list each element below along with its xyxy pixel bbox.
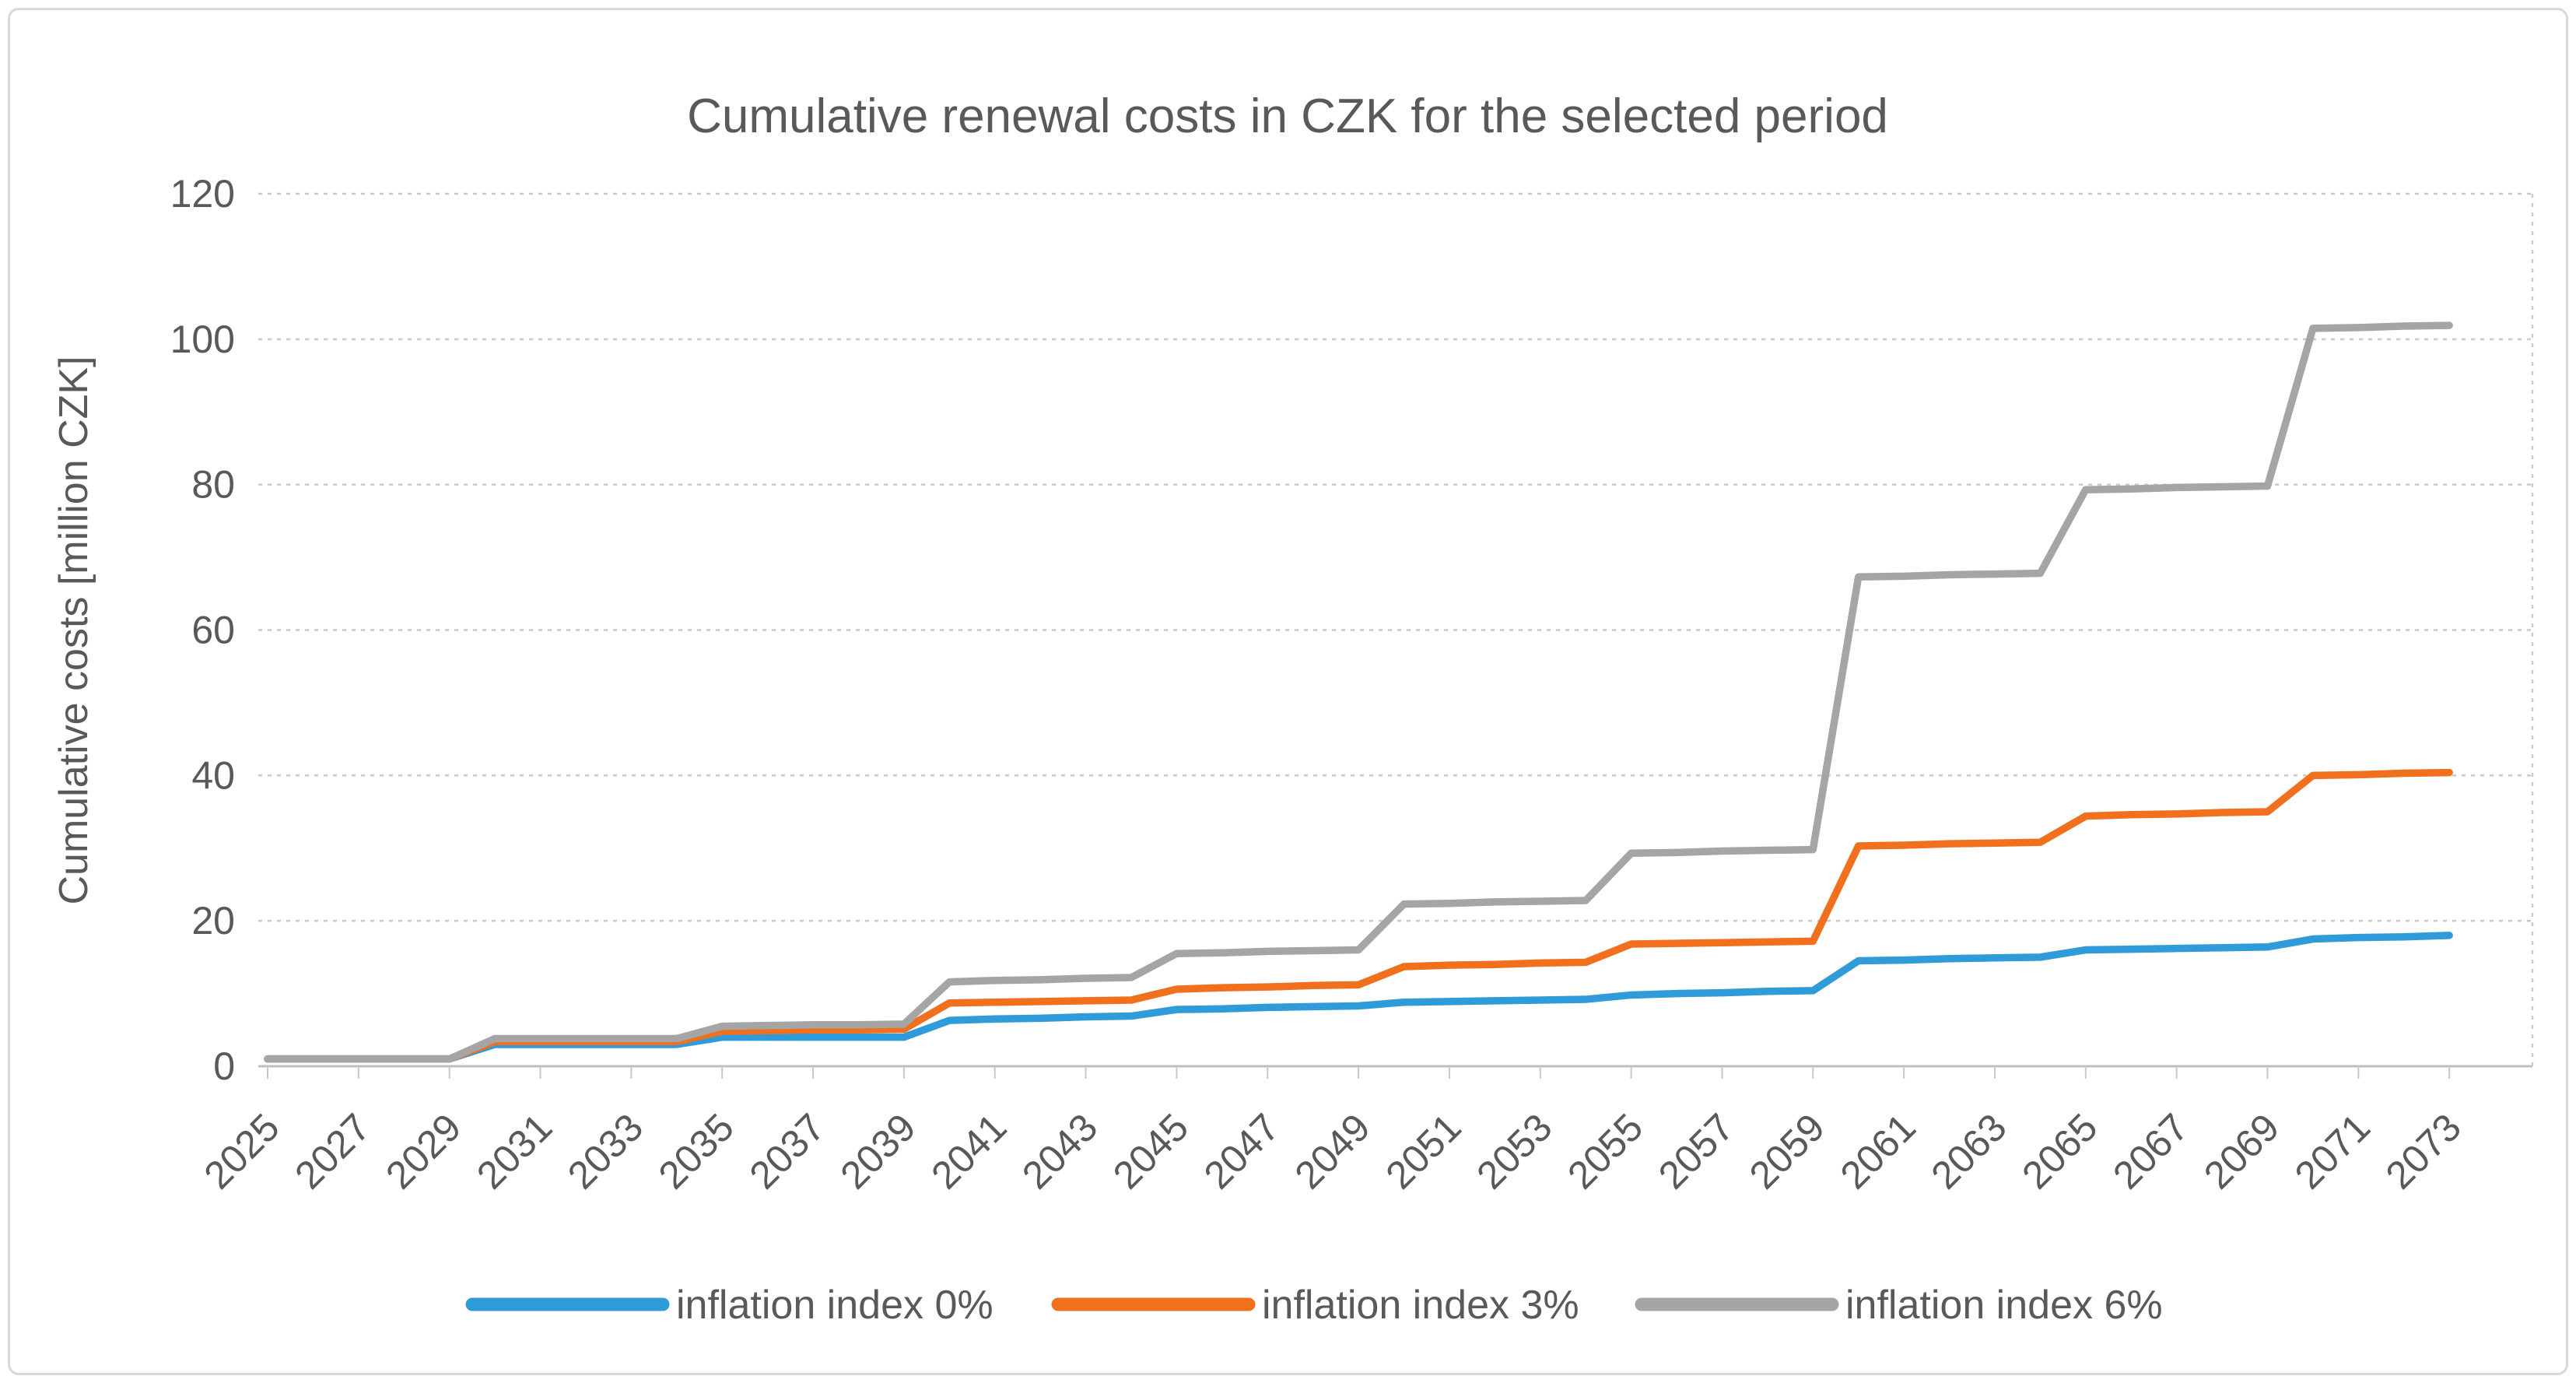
x-tick-label: 2061 xyxy=(1832,1105,1924,1197)
series-line-2 xyxy=(264,321,2453,1063)
legend-label: inflation index 6% xyxy=(1845,1283,2163,1328)
y-axis-title: Cumulative costs [million CZK] xyxy=(51,356,96,904)
x-tick-label: 2073 xyxy=(2378,1105,2469,1197)
x-tick-label: 2051 xyxy=(1377,1105,1469,1197)
x-tick-label: 2057 xyxy=(1650,1105,1742,1197)
x-tick-label: 2055 xyxy=(1559,1105,1651,1197)
x-tick-label: 2071 xyxy=(2287,1105,2378,1197)
chart-title: Cumulative renewal costs in CZK for the … xyxy=(687,90,1888,143)
x-tick-label: 2043 xyxy=(1014,1105,1106,1197)
x-tick-label: 2025 xyxy=(196,1105,288,1197)
gridlines xyxy=(258,192,2534,1068)
x-tick-label: 2059 xyxy=(1741,1105,1833,1197)
y-tick-label: 80 xyxy=(191,463,235,507)
legend-item: inflation index 0% xyxy=(465,1283,994,1328)
y-tick-label: 40 xyxy=(191,753,235,797)
x-tick-label: 2047 xyxy=(1196,1105,1288,1197)
x-tick-label: 2067 xyxy=(2105,1105,2196,1197)
x-tick-label: 2027 xyxy=(286,1105,378,1197)
x-tick-label: 2041 xyxy=(923,1105,1015,1197)
x-axis-labels: 2025202720292031203320352037203920412043… xyxy=(196,1066,2469,1197)
legend: inflation index 0% inflation index 3% infl… xyxy=(465,1283,2163,1328)
y-axis-labels: 0 20 40 60 80 100 120 xyxy=(170,172,235,1088)
x-tick-label: 2033 xyxy=(559,1105,651,1197)
series-lines xyxy=(264,321,2453,1063)
x-tick-label: 2037 xyxy=(741,1105,833,1197)
x-tick-label: 2049 xyxy=(1287,1105,1379,1197)
y-tick-label: 20 xyxy=(191,899,235,942)
x-tick-label: 2069 xyxy=(2196,1105,2287,1197)
y-tick-label: 120 xyxy=(170,172,235,216)
legend-label: inflation index 0% xyxy=(676,1283,994,1328)
series-line-1 xyxy=(264,768,2453,1063)
y-tick-label: 0 xyxy=(213,1044,235,1088)
x-tick-label: 2029 xyxy=(377,1105,469,1197)
y-tick-label: 100 xyxy=(170,318,235,361)
y-tick-label: 60 xyxy=(191,609,235,652)
x-tick-label: 2063 xyxy=(1922,1105,2014,1197)
legend-item: inflation index 3% xyxy=(1051,1283,1579,1328)
legend-label: inflation index 3% xyxy=(1262,1283,1579,1328)
x-tick-label: 2035 xyxy=(650,1105,742,1197)
x-tick-label: 2039 xyxy=(832,1105,924,1197)
x-tick-label: 2031 xyxy=(468,1105,560,1197)
x-tick-label: 2065 xyxy=(2013,1105,2105,1197)
chart-frame xyxy=(8,8,2568,1375)
legend-item: inflation index 6% xyxy=(1635,1283,2163,1328)
x-tick-label: 2053 xyxy=(1468,1105,1560,1197)
x-tick-label: 2045 xyxy=(1105,1105,1197,1197)
